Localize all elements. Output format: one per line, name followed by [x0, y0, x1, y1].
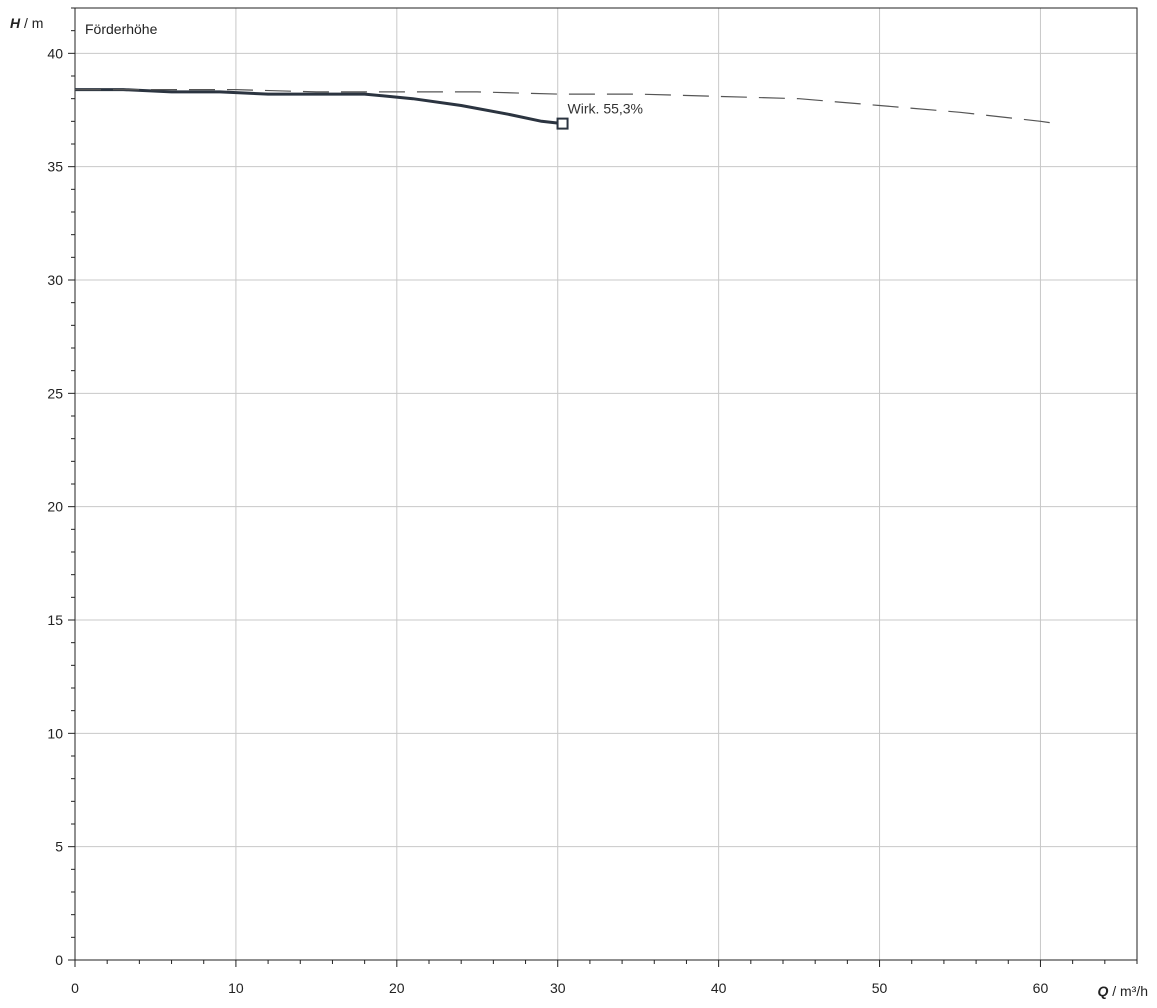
x-axis-unit: / m³/h: [1108, 983, 1148, 999]
x-tick-label: 30: [550, 980, 566, 996]
operating-point-label: Wirk. 55,3%: [568, 101, 643, 117]
y-axis-unit: / m: [20, 15, 43, 31]
y-axis-variable: H: [10, 15, 21, 31]
plot-frame: [74, 7, 1138, 961]
chart-title: Förderhöhe: [85, 21, 158, 37]
x-tick-label: 20: [389, 980, 405, 996]
x-tick-label: 50: [872, 980, 888, 996]
y-tick-label: 35: [47, 159, 63, 175]
x-axis-variable: Q: [1097, 983, 1108, 999]
y-tick-label: 25: [47, 385, 63, 401]
x-tick-label: 60: [1033, 980, 1049, 996]
x-tick-label: 0: [71, 980, 79, 996]
solid-head-curve: [75, 88, 563, 126]
y-axis-label: H / m: [10, 15, 43, 31]
x-axis-label: Q / m³/h: [1097, 983, 1148, 999]
grid: [75, 8, 1137, 960]
y-tick-label: 5: [55, 839, 63, 855]
axis-ticks: 0 10 20 30 40 50 60 0 5 10 15 20 25 30 35 40: [47, 7, 1138, 996]
y-tick-label: 20: [47, 499, 63, 515]
operating-point-marker: [556, 117, 569, 130]
dashed-head-curve: [75, 88, 1057, 125]
y-tick-label: 30: [47, 272, 63, 288]
y-tick-label: 15: [47, 612, 63, 628]
x-tick-label: 40: [711, 980, 727, 996]
y-tick-label: 10: [47, 725, 63, 741]
series-layer: [75, 88, 1057, 126]
y-tick-label: 0: [55, 952, 63, 968]
y-tick-label: 40: [47, 45, 63, 61]
marker-layer: Wirk. 55,3%: [556, 101, 643, 130]
x-tick-label: 10: [228, 980, 244, 996]
